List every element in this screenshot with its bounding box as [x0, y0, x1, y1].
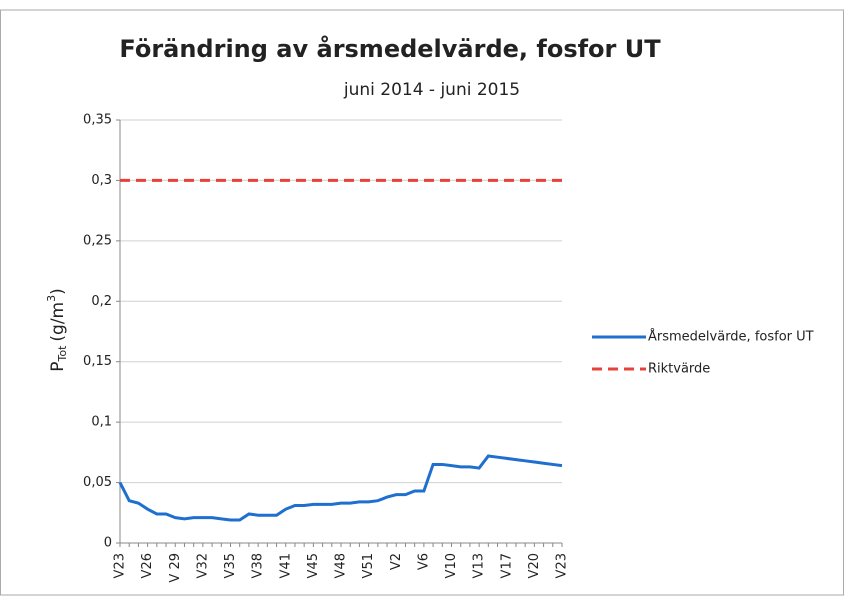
x-tick-label: V51: [361, 553, 376, 578]
y-axis-label: PTot(g/m3): [45, 288, 69, 372]
y-tick-label: 0,05: [83, 475, 112, 490]
y-tick-label: 0,35: [83, 113, 112, 128]
x-tick-label: V26: [140, 553, 155, 578]
x-tick-label: V10: [444, 553, 459, 578]
x-tick-label: V20: [527, 553, 542, 578]
x-tick-label: V45: [306, 553, 321, 578]
x-tick-label: V17: [499, 553, 514, 578]
y-tick-label: 0,25: [83, 233, 112, 248]
y-tick-label: 0,1: [91, 415, 112, 430]
y-tick-label: 0: [104, 536, 112, 551]
x-tick-label: V23: [113, 553, 128, 578]
y-tick-label: 0,15: [83, 354, 112, 369]
x-tick-label: V 29: [168, 553, 183, 583]
chart-frame: [0, 9, 844, 596]
chart-subtitle: juni 2014 - juni 2015: [343, 80, 520, 100]
x-tick-label: V35: [223, 553, 238, 578]
series-line: [118, 454, 563, 522]
legend-label: Riktvärde: [648, 362, 710, 377]
y-tick-label: 0,3: [91, 173, 112, 188]
y-tick-label: 0,2: [91, 294, 112, 309]
x-tick-label: V41: [278, 553, 293, 578]
x-tick-label: V6: [416, 553, 431, 570]
x-tick-label: V48: [334, 553, 349, 578]
chart-title: Förändring av årsmedelvärde, fosfor UT: [119, 34, 661, 63]
x-tick-label: V2: [389, 553, 404, 570]
x-tick-label: V13: [472, 553, 487, 578]
x-tick-label: V32: [195, 553, 210, 578]
x-tick-label: V23: [555, 553, 570, 578]
x-tick-label: V38: [251, 553, 266, 578]
legend-label: Årsmedelvärde, fosfor UT: [648, 329, 814, 345]
